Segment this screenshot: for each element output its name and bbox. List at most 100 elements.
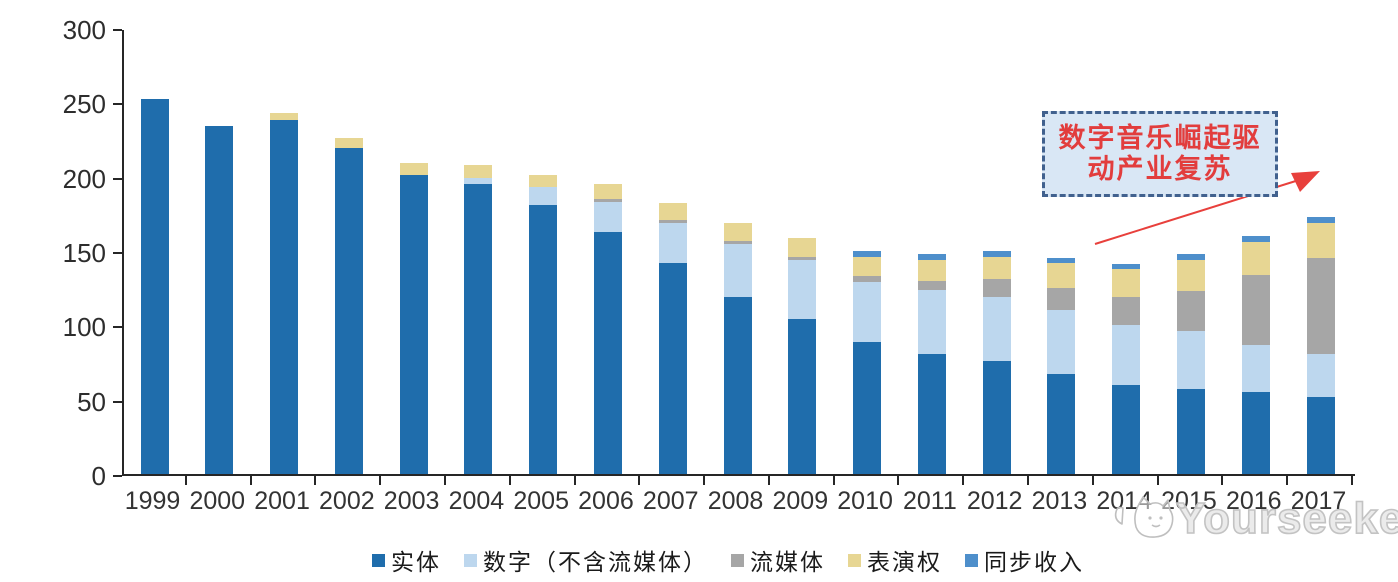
bar-segment-streaming — [1047, 288, 1076, 311]
bar-segment-digital — [917, 289, 946, 354]
x-axis-label: 2003 — [383, 487, 440, 515]
bar-segment-physical — [205, 126, 234, 474]
bar-segment-performance — [399, 163, 428, 176]
bar-2003 — [399, 163, 428, 474]
bar-2005 — [529, 175, 558, 474]
bar-segment-performance — [1176, 259, 1205, 292]
bar-segment-performance — [853, 256, 882, 277]
x-axis-label: 2004 — [448, 487, 505, 515]
watermark: Yourseeker — [1108, 493, 1398, 550]
bar-segment-performance — [1241, 242, 1270, 275]
x-axis-tick — [962, 476, 965, 485]
bar-segment-performance — [723, 222, 752, 241]
bar-segment-physical — [1241, 392, 1270, 474]
bar-segment-sync — [1306, 216, 1335, 223]
x-axis-tick — [1156, 476, 1159, 485]
bar-segment-physical — [270, 120, 299, 474]
legend-item-performance: 表演权 — [848, 543, 942, 577]
y-axis-tick — [113, 475, 122, 477]
annotation-callout: 数字音乐崛起驱 动产业复苏 — [1042, 111, 1278, 197]
bar-segment-performance — [917, 259, 946, 281]
bar-segment-streaming — [723, 240, 752, 244]
bar-2017 — [1306, 216, 1335, 474]
y-axis-label: 0 — [91, 461, 106, 491]
x-axis-tick — [184, 476, 187, 485]
bar-segment-performance — [1306, 222, 1335, 259]
x-axis-tick — [1221, 476, 1224, 485]
bar-segment-physical — [593, 231, 622, 474]
bar-2012 — [982, 251, 1011, 474]
annotation-text-line2: 动产业复苏 — [1087, 154, 1233, 184]
bar-segment-physical — [723, 297, 752, 474]
bar-segment-digital — [529, 187, 558, 205]
bar-segment-physical — [788, 319, 817, 474]
x-axis-label: 2017 — [1290, 487, 1347, 515]
digital-swatch-icon — [464, 553, 477, 567]
bar-segment-digital — [658, 222, 687, 263]
x-axis-tick — [1286, 476, 1289, 485]
x-axis-label: 1999 — [124, 487, 181, 515]
bar-segment-performance — [1047, 262, 1076, 289]
x-axis-tick — [249, 476, 252, 485]
bar-segment-digital — [464, 178, 493, 185]
bar-segment-performance — [658, 203, 687, 220]
x-axis-tick — [573, 476, 576, 485]
bar-2014 — [1112, 264, 1141, 474]
bar-segment-digital — [853, 282, 882, 342]
x-axis-tick — [767, 476, 770, 485]
bar-segment-digital — [1112, 325, 1141, 385]
bar-2016 — [1241, 236, 1270, 474]
bar-segment-streaming — [593, 198, 622, 202]
bar-segment-streaming — [1306, 258, 1335, 354]
bar-segment-physical — [529, 204, 558, 474]
x-axis-tick — [444, 476, 447, 485]
legend: 实体 数字（不含流媒体） 流媒体 表演权 同步收入 — [372, 543, 1084, 577]
bar-2007 — [658, 203, 687, 474]
bar-segment-sync — [1176, 254, 1205, 260]
bar-segment-sync — [853, 251, 882, 257]
bar-segment-streaming — [1176, 291, 1205, 332]
bar-segment-digital — [982, 297, 1011, 362]
bar-segment-physical — [982, 361, 1011, 474]
bar-segment-physical — [334, 148, 363, 474]
bar-segment-streaming — [982, 279, 1011, 298]
bar-segment-physical — [1047, 374, 1076, 474]
bar-segment-physical — [1306, 396, 1335, 474]
x-axis-label: 2011 — [902, 487, 957, 515]
x-axis-label: 2001 — [254, 487, 310, 515]
x-axis-tick — [832, 476, 835, 485]
y-axis-label: 50 — [77, 386, 106, 417]
bar-segment-streaming — [658, 219, 687, 223]
bar-2002 — [334, 138, 363, 474]
bar-2010 — [853, 251, 882, 474]
bar-1999 — [140, 99, 169, 474]
watermark-text: Yourseeker — [1175, 493, 1398, 544]
legend-label: 同步收入 — [984, 549, 1084, 575]
bar-segment-physical — [853, 341, 882, 474]
x-axis-tick — [1091, 476, 1094, 485]
x-axis-tick — [897, 476, 900, 485]
legend-item-physical: 实体 — [372, 543, 441, 577]
bar-segment-digital — [1047, 310, 1076, 375]
legend-label: 表演权 — [867, 549, 942, 575]
y-axis-label: 200 — [62, 163, 106, 194]
bar-segment-physical — [1112, 384, 1141, 474]
bar-segment-digital — [1241, 344, 1270, 393]
x-axis-tick — [314, 476, 317, 485]
y-axis-tick — [113, 177, 122, 180]
x-axis-tick — [1027, 476, 1030, 485]
x-axis-tick — [703, 476, 706, 485]
x-axis-label: 2007 — [642, 487, 699, 515]
x-axis-label: 2010 — [837, 487, 893, 515]
bar-segment-digital — [1306, 353, 1335, 397]
bar-segment-physical — [658, 262, 687, 474]
x-axis-tick — [638, 476, 641, 485]
bar-segment-performance — [788, 237, 817, 257]
y-axis-tick — [113, 252, 122, 254]
bar-segment-streaming — [853, 276, 882, 283]
bar-segment-sync — [982, 251, 1011, 257]
bar-segment-streaming — [917, 280, 946, 290]
bar-segment-performance — [1112, 268, 1141, 298]
bar-2011 — [917, 254, 946, 474]
yourseeker-cat-logo-icon — [1114, 496, 1174, 538]
